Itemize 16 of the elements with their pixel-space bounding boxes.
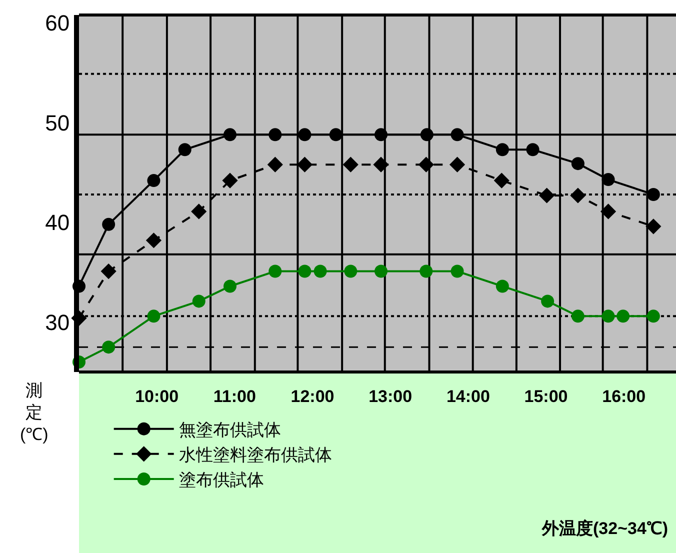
- y-tick-label: 30: [45, 310, 70, 335]
- x-tick-label: 16:00: [602, 387, 646, 406]
- x-tick-label: 15:00: [524, 387, 568, 406]
- y-tick-label: 60: [45, 10, 70, 36]
- x-tick-label: 13:00: [368, 387, 412, 406]
- x-tick-label: 11:00: [213, 387, 256, 406]
- y-tick-label: 40: [45, 210, 70, 236]
- legend-label: 無塗布供試体: [178, 420, 281, 440]
- x-tick-label: 14:00: [446, 387, 490, 406]
- legend-label: 塗布供試体: [178, 470, 264, 490]
- legend-label: 水性塗料塗布供試体: [178, 446, 332, 465]
- y-axis-title: 測定(℃): [20, 381, 48, 444]
- x-tick-label: 12:00: [290, 387, 334, 406]
- text: 外温度(32~34℃): [541, 519, 668, 538]
- y-tick-label: 50: [45, 110, 70, 136]
- x-tick-label: 10:00: [135, 387, 179, 406]
